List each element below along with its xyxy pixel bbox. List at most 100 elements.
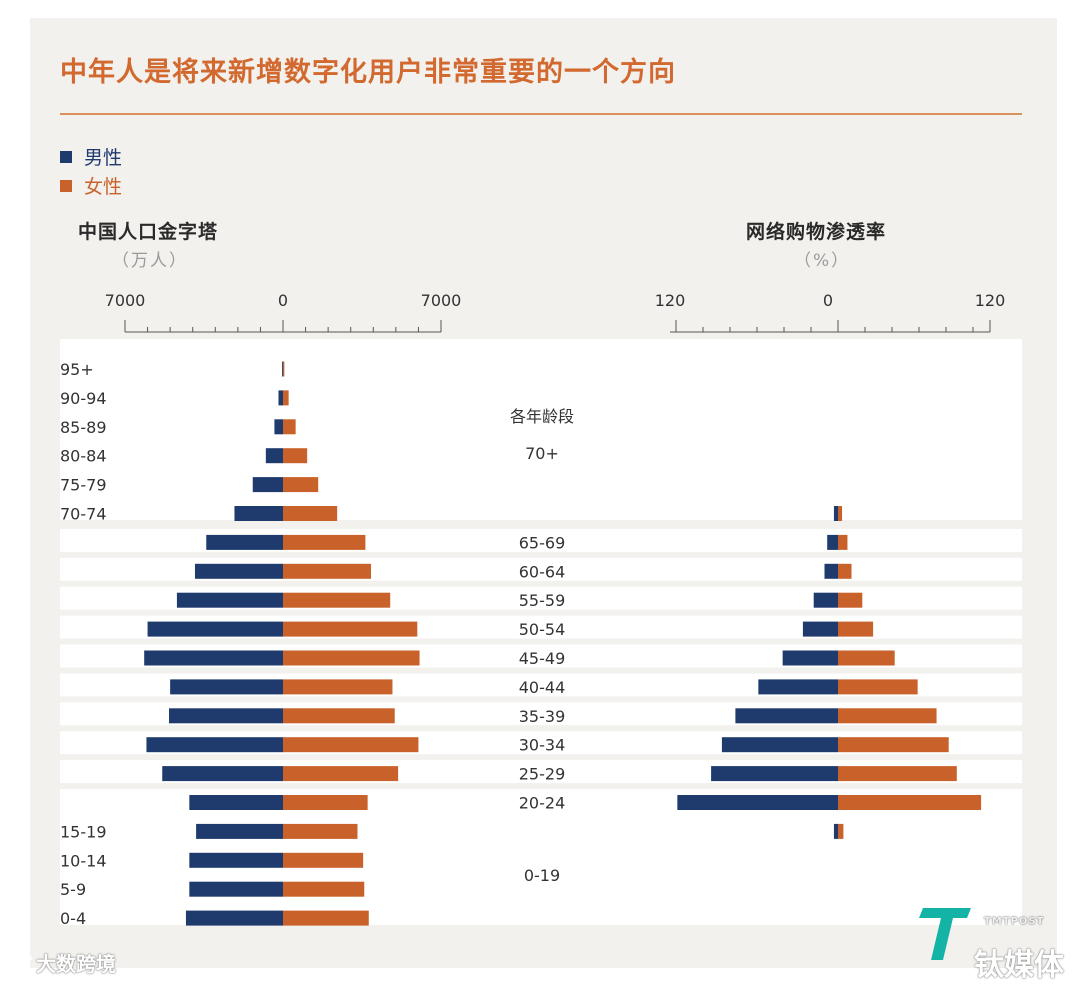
weibo-icon xyxy=(9,953,32,971)
legend-male-swatch xyxy=(60,151,72,163)
age-group-label: 65-69 xyxy=(519,533,566,552)
age-group-label: 45-49 xyxy=(519,649,566,668)
pyramid-bar-male xyxy=(162,766,283,782)
pyramid-bar-male xyxy=(189,852,283,868)
penetration-bar-female xyxy=(838,506,843,521)
penetration-bar-male xyxy=(758,679,838,695)
penetration-bar-male xyxy=(735,708,838,724)
penetration-title: 网络购物渗透率 xyxy=(746,221,887,243)
middle-header: 各年龄段 xyxy=(510,407,574,426)
pyramid-bar-female xyxy=(283,795,368,810)
pyramid-bar-female xyxy=(283,679,393,695)
penetration-bar-female xyxy=(838,708,937,724)
pyramid-bar-female xyxy=(283,910,369,926)
pyramid-tick-left: 7000 xyxy=(104,291,146,310)
pyramid-bar-female xyxy=(283,737,419,753)
pyramid-bar-female xyxy=(283,823,358,839)
pyramid-bar-female xyxy=(283,563,372,579)
chart-title: 中年人是将来新增数字化用户非常重要的一个方向 xyxy=(60,57,676,88)
pyramid-tick-right: 7000 xyxy=(420,291,462,310)
penetration-tick-left: 120 xyxy=(654,291,686,310)
pyramid-bar-female xyxy=(283,766,399,782)
penetration-bar-male xyxy=(677,795,838,810)
pyramid-bar-female xyxy=(283,390,289,406)
plot-area: 95+ 90-94 85-89 80-84 75-79 70-74 15-19 10-14 5-… xyxy=(60,320,1022,928)
penetration-bar-male xyxy=(802,621,838,637)
penetration-bar-female xyxy=(838,737,949,753)
legend-female-label: 女性 xyxy=(84,176,123,198)
penetration-bar-male xyxy=(813,592,838,608)
age-group-label: 25-29 xyxy=(519,765,566,784)
age-group-label: 55-59 xyxy=(519,591,566,610)
tmtpost-logo-icon xyxy=(915,906,975,962)
penetration-bar-male xyxy=(833,506,838,521)
pyramid-category-label: 15-19 xyxy=(60,822,107,841)
pyramid-bar-male xyxy=(189,795,283,810)
pyramid-bar-male xyxy=(234,506,283,521)
pyramid-category-label: 70-74 xyxy=(60,505,107,524)
age-group-label: 0-19 xyxy=(524,866,560,885)
pyramid-bar-male xyxy=(169,708,283,724)
pyramid-bar-male xyxy=(185,910,283,926)
penetration-bar-female xyxy=(838,650,895,666)
penetration-bar-female xyxy=(838,766,957,782)
pyramid-category-label: 80-84 xyxy=(60,447,107,466)
pyramid-category-label: 85-89 xyxy=(60,418,107,437)
pyramid-bar-male xyxy=(194,563,283,579)
penetration-bar-female xyxy=(838,534,848,550)
pyramid-category-label: 5-9 xyxy=(60,880,86,899)
plot-band-top xyxy=(60,339,1022,520)
pyramid-bar-male xyxy=(278,390,283,406)
legend-male: 男性 xyxy=(60,143,122,170)
pyramid-bar-female xyxy=(283,852,364,868)
penetration-tick-zero: 0 xyxy=(822,291,834,310)
age-group-label: 30-34 xyxy=(519,736,566,755)
pyramid-title: 中国人口金字塔 xyxy=(78,221,219,243)
pyramid-bar-female xyxy=(283,881,365,897)
pyramid-bar-female xyxy=(283,708,395,724)
pyramid-bar-male xyxy=(170,679,283,695)
pyramid-bar-female xyxy=(283,621,418,637)
penetration-unit: （%） xyxy=(794,251,851,271)
penetration-bar-female xyxy=(838,563,852,579)
pyramid-bar-male xyxy=(176,592,283,608)
legend-female: 女性 xyxy=(60,172,122,199)
watermark-right-text: 钛媒体 xyxy=(974,948,1064,983)
penetration-bar-female xyxy=(838,795,982,810)
pyramid-bar-female xyxy=(283,534,366,550)
penetration-bar-male xyxy=(824,563,838,579)
pyramid-bar-female xyxy=(283,650,420,666)
pyramid-bar-male xyxy=(274,419,283,435)
watermark-right-small: TMTPOST xyxy=(984,916,1045,927)
pyramid-bar-female xyxy=(283,361,285,377)
pyramid-bar-male xyxy=(282,361,283,377)
pyramid-bar-female xyxy=(283,592,391,608)
age-group-label: 35-39 xyxy=(519,707,566,726)
pyramid-bar-male xyxy=(147,621,283,637)
penetration-bar-male xyxy=(827,534,838,550)
penetration-bar-female xyxy=(838,679,918,695)
penetration-bar-female xyxy=(838,823,844,839)
pyramid-category-label: 75-79 xyxy=(60,476,107,495)
penetration-bar-male xyxy=(782,650,838,666)
penetration-bar-male xyxy=(711,766,838,782)
age-group-label: 40-44 xyxy=(519,678,566,697)
pyramid-category-label: 90-94 xyxy=(60,389,107,408)
pyramid-bar-male xyxy=(206,534,283,550)
pyramid-category-label: 10-14 xyxy=(60,851,107,870)
legend-female-swatch xyxy=(60,180,72,192)
penetration-tick-right: 120 xyxy=(974,291,1006,310)
age-group-label: 70+ xyxy=(525,444,559,463)
pyramid-category-label: 0-4 xyxy=(60,909,86,928)
title-divider xyxy=(60,113,1022,115)
watermark-left-text: 大数跨境 xyxy=(36,952,116,976)
pyramid-tick-zero: 0 xyxy=(277,291,289,310)
penetration-bar-female xyxy=(838,621,874,637)
age-group-label: 60-64 xyxy=(519,562,566,581)
pyramid-bar-male xyxy=(252,477,283,493)
age-group-label: 20-24 xyxy=(519,794,566,813)
pyramid-bar-male xyxy=(144,650,283,666)
pyramid-bar-female xyxy=(283,477,319,493)
pyramid-bar-male xyxy=(189,881,283,897)
penetration-bar-male xyxy=(721,737,838,753)
